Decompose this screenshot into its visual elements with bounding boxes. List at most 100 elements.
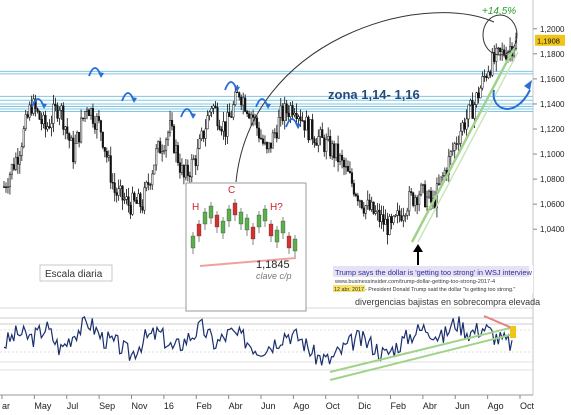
candle-body [89, 108, 93, 116]
candle-body [475, 92, 478, 105]
news-box: Trump says the dollar is 'getting too st… [333, 265, 533, 293]
candle-body [56, 105, 59, 119]
news-title-bg [333, 266, 529, 277]
candle-body [287, 112, 290, 118]
candle-body [323, 137, 326, 152]
candle-body [311, 119, 314, 139]
candle-body [386, 218, 389, 235]
candle-body [255, 117, 259, 129]
candle-body [396, 210, 399, 216]
candle-body [422, 184, 425, 186]
candle-body [14, 157, 17, 170]
candle-body [342, 159, 346, 168]
candle-body [184, 164, 187, 178]
connector-arc [235, 12, 495, 183]
x-tick-label: Ago [488, 401, 504, 411]
uptrend-line-2 [417, 51, 519, 243]
candle-body [315, 142, 318, 146]
candle-body [200, 130, 203, 139]
candle-body [269, 142, 272, 149]
candle-body [111, 182, 114, 184]
candle-body [259, 137, 263, 140]
price-candles [2, 32, 518, 245]
candle-body [449, 151, 452, 157]
x-tick-label: Feb [196, 401, 212, 411]
candle-body [238, 92, 241, 98]
inset-candle [274, 229, 280, 243]
candle-body [38, 110, 41, 120]
candle-body [503, 49, 506, 56]
candle-body [257, 127, 261, 139]
candle-body [194, 158, 197, 166]
candle-body [335, 143, 338, 159]
candle-body [295, 112, 298, 119]
candle-body [234, 91, 237, 105]
candle-body [58, 110, 61, 119]
candle-body [252, 114, 255, 118]
candle-body [182, 165, 185, 178]
candle-body [368, 199, 371, 210]
candle-body [424, 184, 427, 207]
inset-candle [202, 211, 208, 225]
candle-body [279, 105, 282, 118]
candle-body [64, 126, 67, 130]
candle-body [313, 138, 316, 144]
candle-body [398, 210, 401, 216]
candle-body [151, 173, 154, 186]
candle-body [169, 120, 172, 134]
news-date-bg [333, 285, 365, 292]
candle-body [344, 166, 348, 168]
x-tick-label: Jun [261, 401, 276, 411]
candle-body [133, 192, 136, 201]
candle-body [44, 114, 47, 130]
scale-label: Escala diaria [45, 269, 103, 280]
candle-body [273, 132, 276, 134]
candle-body [105, 151, 108, 158]
candle-body [159, 141, 162, 154]
peak-arc-head [234, 86, 240, 92]
inset-candle [256, 214, 262, 228]
y-tick-label: 1,1600 [540, 75, 565, 84]
inset-candle [208, 205, 214, 219]
inset-label-h1: H [192, 202, 199, 213]
candle-body [453, 143, 456, 151]
projection-arc [492, 89, 531, 110]
inset-price: 1,1845 [256, 259, 290, 271]
candle-body [388, 216, 391, 235]
candle-body [155, 148, 158, 166]
candle-body [469, 100, 472, 106]
candle-body [491, 52, 494, 76]
candle-body [340, 155, 344, 161]
candle-body [85, 109, 89, 112]
candle-body [244, 97, 247, 112]
candle-body [188, 175, 191, 178]
candle-body [299, 116, 302, 121]
candle-body [420, 184, 423, 196]
inset-label-h2: H? [270, 202, 283, 213]
candle-body [427, 190, 431, 198]
candle-body [12, 164, 15, 170]
y-tick-label: 1,1800 [540, 50, 565, 59]
candle-body [352, 183, 355, 195]
oscillator-trend-2 [329, 334, 511, 381]
candle-body [479, 87, 482, 99]
candle-body [467, 104, 470, 120]
peak-arc-head [41, 103, 47, 109]
candle-body [406, 210, 409, 216]
candle-body [410, 191, 413, 194]
news-url: www.businessinsider.com/trump-dollar-get… [334, 279, 495, 285]
candle-body [327, 136, 330, 140]
candle-body [165, 139, 168, 151]
candle-body [52, 103, 55, 124]
candle-body [429, 190, 433, 203]
news-title: Trump says the dollar is 'getting too st… [335, 268, 532, 277]
candle-body [40, 119, 43, 125]
y-axis: 1,2000 1,1800 1,1600 1,1400 1,1200 1,1000 1,08… [533, 25, 565, 234]
candle-body [204, 128, 207, 139]
percent-label: +14,5% [482, 6, 516, 17]
inset-candle [196, 223, 202, 237]
candle-body [242, 97, 245, 106]
candle-body [66, 126, 69, 134]
candle-body [153, 164, 156, 175]
osc-current-marker [510, 326, 516, 338]
